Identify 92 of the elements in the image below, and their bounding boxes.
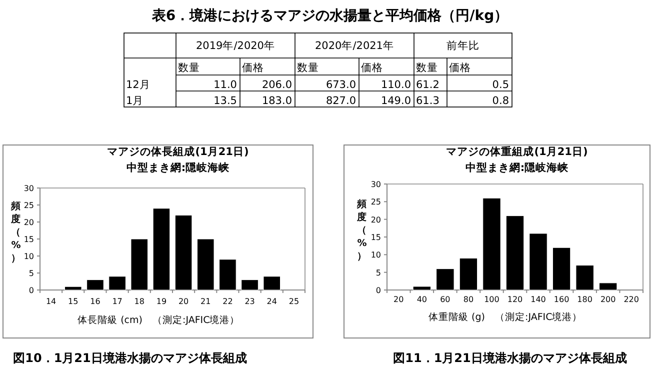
y-tick-label: 5 bbox=[376, 268, 381, 278]
bar bbox=[196, 238, 214, 290]
x-tick-label: 24 bbox=[266, 297, 277, 306]
bar bbox=[506, 216, 524, 290]
bar bbox=[482, 198, 501, 290]
x-tick-label: 21 bbox=[200, 297, 211, 306]
text: （測定:JAFIC境港） bbox=[152, 314, 240, 326]
x-tick-label: 180 bbox=[577, 295, 592, 304]
x-tick-label: 160 bbox=[554, 295, 570, 304]
bar bbox=[108, 276, 126, 290]
chart-title: マアジの体長組成(1月21日) bbox=[107, 145, 249, 158]
y-tick-label: 0 bbox=[376, 286, 381, 295]
text: 827.0 bbox=[326, 95, 356, 107]
bar bbox=[552, 247, 571, 290]
text: 0.8 bbox=[492, 95, 509, 107]
x-axis-title: 体重階級 (g) bbox=[428, 311, 485, 323]
bar bbox=[576, 265, 594, 290]
x-tick-label: 23 bbox=[244, 297, 255, 306]
text: 価格 bbox=[242, 62, 264, 74]
text: 149.0 bbox=[380, 95, 411, 107]
y-axis-title: 頻度（%） bbox=[10, 200, 22, 264]
y-tick-label: 20 bbox=[370, 215, 381, 224]
x-tick-label: 25 bbox=[288, 297, 300, 306]
bar bbox=[130, 238, 148, 290]
y-tick-label: 0 bbox=[28, 286, 34, 295]
y-tick-label: 25 bbox=[24, 201, 34, 210]
bar bbox=[86, 280, 104, 290]
bar bbox=[459, 258, 478, 290]
x-tick-label: 140 bbox=[530, 295, 546, 304]
x-tick-label: 200 bbox=[600, 295, 616, 304]
text: 数量 bbox=[416, 62, 438, 74]
text: 11.0 bbox=[214, 79, 237, 91]
x-tick-label: 22 bbox=[222, 297, 233, 306]
text: 0.5 bbox=[492, 79, 509, 91]
x-tick-label: 120 bbox=[507, 295, 523, 304]
x-tick-label: 100 bbox=[484, 295, 500, 304]
y-axis-title: 頻度（%） bbox=[356, 198, 368, 262]
chart-title: マアジの体重組成(1月21日) bbox=[446, 145, 588, 158]
y-tick-label: 10 bbox=[24, 252, 34, 261]
bar bbox=[263, 276, 281, 290]
bar bbox=[598, 282, 618, 290]
y-tick-label: 10 bbox=[370, 250, 381, 260]
x-tick-label: 16 bbox=[90, 297, 100, 306]
x-tick-label: 19 bbox=[156, 297, 167, 306]
text: 61.3 bbox=[416, 95, 440, 107]
x-tick-label: 14 bbox=[46, 297, 56, 306]
text: （測定:JAFIC境港） bbox=[495, 311, 582, 323]
text: 673.0 bbox=[326, 79, 356, 91]
bar bbox=[412, 286, 431, 290]
y-tick-label: 15 bbox=[370, 233, 381, 242]
x-tick-label: 18 bbox=[134, 297, 144, 306]
x-tick-label: 15 bbox=[68, 297, 78, 306]
text: 13.5 bbox=[214, 95, 237, 107]
x-tick-label: 40 bbox=[416, 295, 428, 304]
y-tick-label: 30 bbox=[370, 180, 381, 189]
x-tick-label: 17 bbox=[112, 297, 122, 306]
bar bbox=[174, 214, 192, 290]
text: 数量 bbox=[178, 62, 200, 74]
text: 61.2 bbox=[416, 79, 440, 91]
bar bbox=[529, 233, 548, 290]
y-tick-label: 15 bbox=[24, 235, 34, 244]
chart-subtitle: 中型まき網:隠岐海峡 bbox=[465, 161, 570, 174]
bar bbox=[152, 208, 170, 290]
text: 12月 bbox=[126, 79, 150, 91]
y-tick-label: 20 bbox=[24, 218, 34, 227]
text: 価格 bbox=[449, 62, 471, 74]
bar bbox=[64, 286, 82, 290]
text: 2019年/2020年 bbox=[196, 40, 275, 52]
text: 数量 bbox=[297, 62, 319, 74]
text: 110.0 bbox=[380, 79, 411, 91]
y-tick-label: 5 bbox=[28, 269, 34, 278]
text: 1月 bbox=[126, 95, 144, 107]
caption: 図10．1月21日境港水揚のマアジ体長組成 bbox=[13, 351, 247, 365]
text: 価格 bbox=[361, 62, 383, 74]
y-tick-label: 30 bbox=[24, 184, 34, 193]
text: 前年比 bbox=[446, 39, 480, 52]
text: 2020年/2021年 bbox=[315, 40, 394, 52]
x-tick-label: 20 bbox=[394, 295, 404, 304]
text: 183.0 bbox=[262, 95, 292, 107]
x-tick-label: 220 bbox=[624, 295, 640, 304]
x-tick-label: 80 bbox=[463, 295, 474, 304]
text: 表6．境港におけるマアジの水揚量と平均価格（円/kg） bbox=[150, 7, 508, 24]
bar bbox=[241, 280, 258, 290]
caption: 図11．1月21日境港水揚のマアジ体長組成 bbox=[393, 351, 627, 365]
text: 206.0 bbox=[262, 79, 292, 91]
bar bbox=[219, 259, 236, 290]
y-tick-label: 25 bbox=[370, 198, 381, 207]
x-tick-label: 20 bbox=[178, 297, 189, 306]
x-tick-label: 60 bbox=[440, 295, 450, 304]
bar bbox=[436, 268, 454, 290]
x-axis-title: 体長階級 (cm) bbox=[78, 314, 142, 326]
chart-subtitle: 中型まき網:隠岐海峡 bbox=[126, 161, 231, 174]
